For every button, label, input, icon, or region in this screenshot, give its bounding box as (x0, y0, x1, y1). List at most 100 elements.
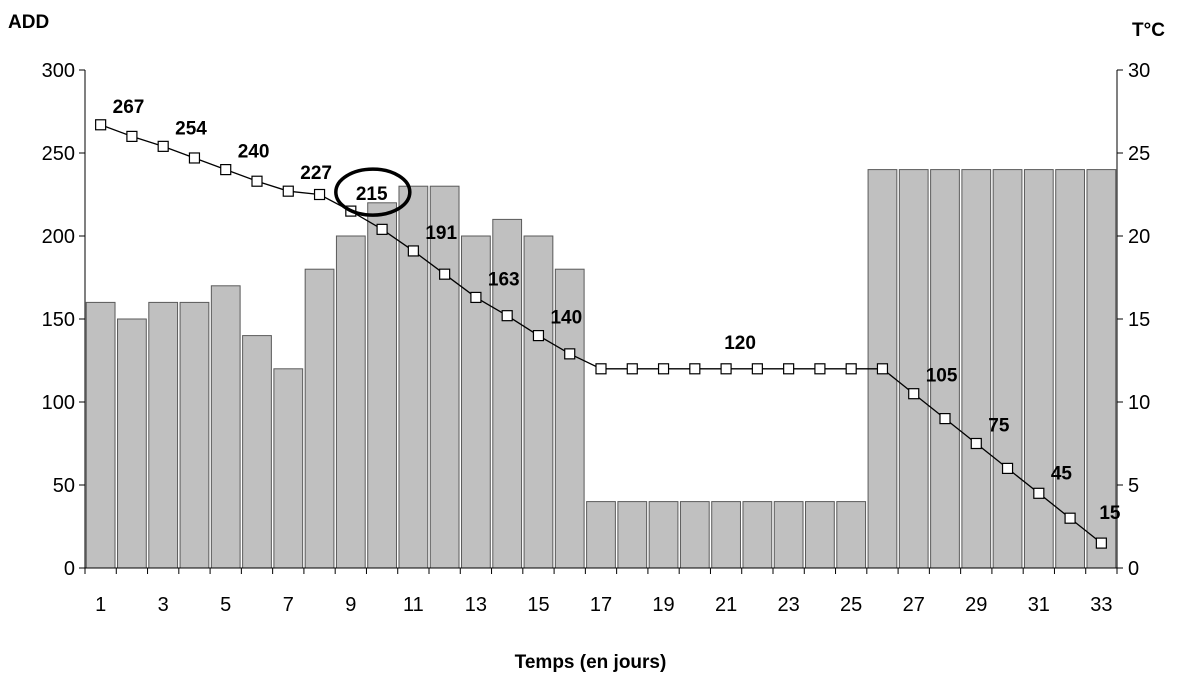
bar (367, 202, 397, 569)
line-point (783, 363, 795, 375)
bar (961, 169, 992, 569)
line-point (751, 363, 763, 375)
x-tick-label: 1 (95, 594, 106, 616)
y-axis-right-label: T°C (1132, 20, 1165, 41)
bar (617, 501, 648, 569)
bar (85, 301, 116, 569)
y-tick-label-left: 50 (53, 475, 75, 497)
line-point (439, 268, 451, 280)
bar (898, 169, 929, 569)
line-point (876, 363, 889, 375)
bar (773, 501, 804, 569)
bar (1023, 169, 1054, 569)
line-point (908, 388, 920, 400)
bar (429, 185, 460, 569)
line-point (220, 164, 232, 176)
y-axis-left-label: ADD (8, 12, 50, 33)
x-tick-label: 29 (965, 594, 987, 616)
bar (836, 501, 867, 569)
y-tick-label-left: 300 (42, 60, 75, 82)
line-point (814, 363, 826, 375)
bar (335, 235, 366, 569)
data-label: 120 (724, 333, 756, 354)
x-tick-label: 33 (1090, 594, 1112, 616)
line-point (532, 330, 545, 342)
line-point (1001, 462, 1014, 474)
line-point (376, 223, 388, 235)
y-tick-label-right: 0 (1128, 558, 1139, 580)
line-point (595, 363, 607, 375)
data-label: 105 (926, 366, 958, 387)
x-tick-label: 11 (403, 594, 424, 616)
highlight-circle (334, 167, 412, 217)
x-tick-label: 9 (345, 594, 356, 616)
data-label: 254 (175, 118, 207, 139)
x-tick-label: 7 (283, 594, 294, 616)
data-label: 45 (1051, 463, 1073, 484)
y-tick-label-left: 200 (42, 226, 75, 248)
bar (304, 268, 335, 569)
line-point (407, 245, 419, 257)
bar (210, 285, 241, 569)
x-tick-label: 15 (527, 594, 549, 616)
x-tick-label: 21 (715, 594, 737, 616)
data-label: 267 (113, 97, 145, 118)
bar (523, 235, 554, 569)
x-tick-label: 17 (590, 594, 612, 616)
line-point (1095, 537, 1107, 549)
bar (492, 218, 523, 569)
line-point (157, 140, 169, 152)
bar (148, 301, 179, 569)
bar (679, 501, 710, 569)
data-label: 140 (550, 308, 582, 329)
line-point (626, 363, 638, 375)
line-point (939, 413, 951, 425)
line-point (95, 119, 107, 131)
line-point (470, 291, 482, 304)
y-tick-label-left: 0 (64, 558, 75, 580)
bar (554, 268, 585, 569)
x-tick-label: 13 (465, 594, 487, 616)
x-tick-label: 25 (840, 594, 862, 616)
x-axis-label: Temps (en jours) (514, 652, 667, 673)
line-point (188, 152, 201, 164)
x-tick-label: 19 (652, 594, 674, 616)
data-label: 15 (1099, 503, 1121, 524)
line-point (501, 310, 513, 322)
x-tick-label: 23 (778, 594, 800, 616)
data-label: 215 (356, 184, 388, 205)
bar (1055, 169, 1085, 569)
bar (273, 368, 304, 569)
bar (179, 301, 210, 569)
bar (992, 169, 1023, 569)
y-tick-label-right: 25 (1128, 143, 1150, 165)
line-point (313, 188, 326, 201)
data-label: 75 (988, 416, 1010, 437)
y-tick-label-left: 100 (42, 392, 75, 414)
x-tick-label: 27 (903, 594, 925, 616)
line-point (657, 363, 670, 375)
y-tick-label-right: 5 (1128, 475, 1139, 497)
y-tick-label-right: 15 (1128, 309, 1150, 331)
data-label: 240 (238, 142, 270, 163)
bar (117, 318, 147, 569)
line-point (845, 363, 857, 375)
line-point (689, 363, 701, 375)
bar (586, 501, 616, 569)
data-label: 191 (425, 223, 457, 244)
bar (805, 501, 835, 569)
data-label: 227 (300, 163, 332, 184)
bar (930, 169, 960, 569)
bar (242, 335, 272, 569)
line-point (126, 130, 138, 142)
x-tick-label: 31 (1028, 594, 1050, 616)
line-point (282, 185, 294, 197)
line-point (251, 175, 263, 187)
x-tick-label: 5 (220, 594, 231, 616)
y-tick-label-right: 10 (1128, 392, 1150, 414)
y-tick-label-right: 20 (1128, 226, 1150, 248)
line-point (1064, 512, 1076, 524)
data-label: 163 (488, 269, 520, 290)
bar (711, 501, 741, 569)
